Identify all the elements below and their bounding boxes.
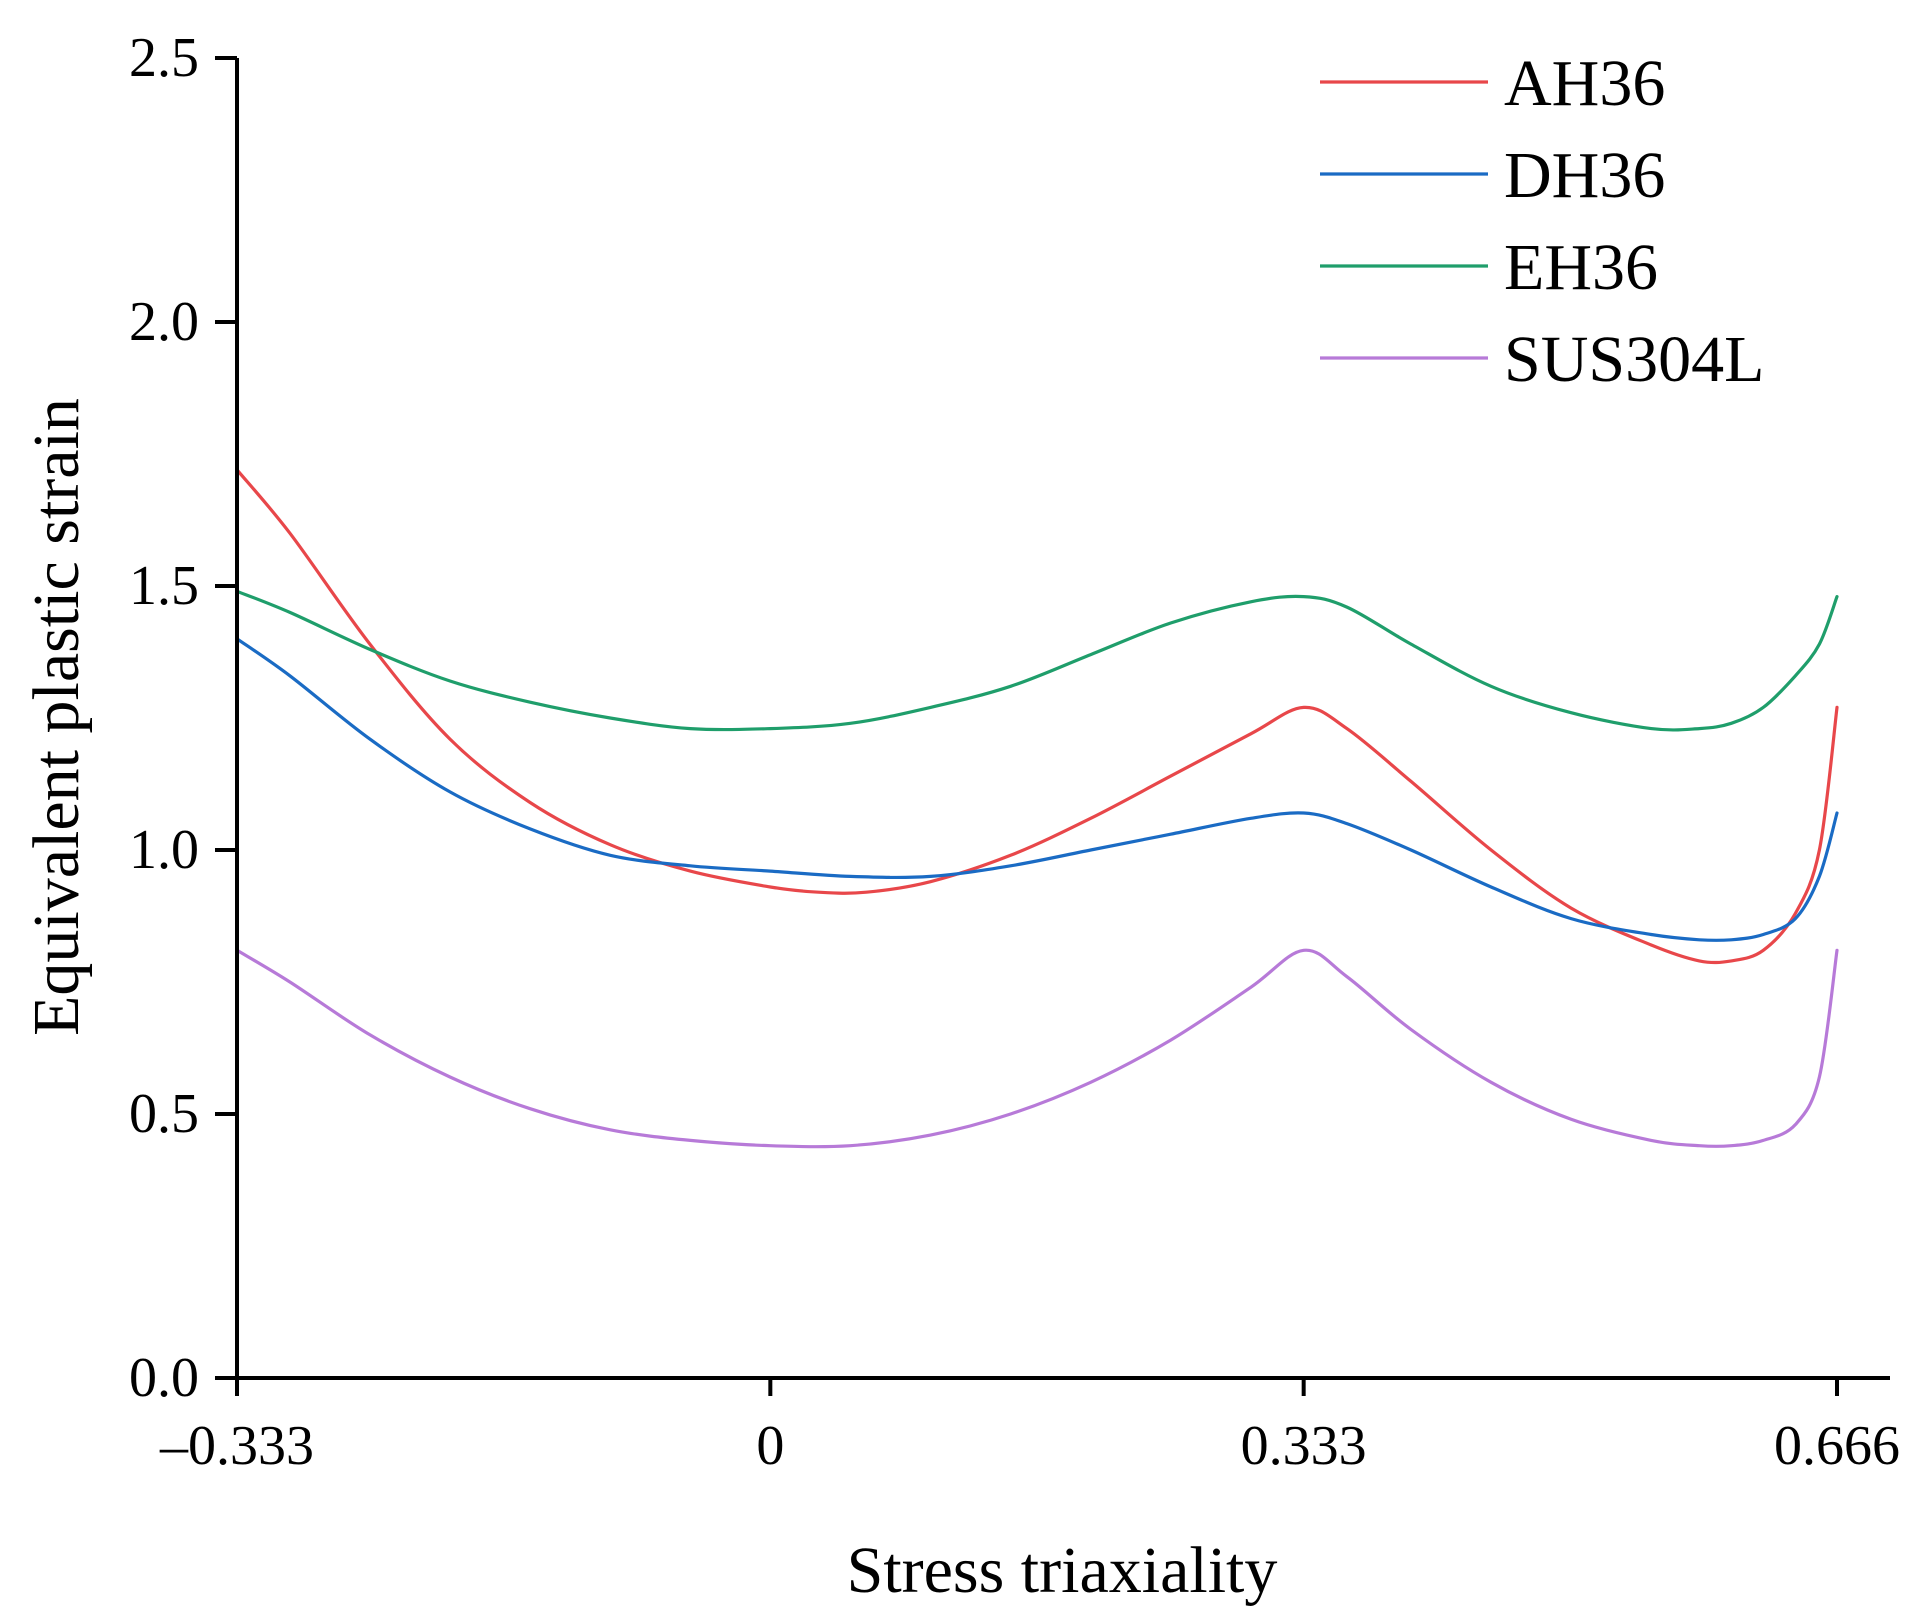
legend-item-dh36: DH36 [1320,139,1665,212]
legend-label-sus304l: SUS304L [1504,323,1764,396]
x-tick-label: 0.666 [1774,1415,1900,1477]
y-tick-label: 0.5 [129,1083,199,1145]
y-tick-label: 1.0 [129,819,199,881]
y-axis-title: Equivalent plastic strain [20,398,93,1036]
y-tick-label: 2.5 [129,27,199,89]
x-axis-title: Stress triaxiality [847,1534,1278,1607]
series-line-sus304l [235,948,1839,1149]
series-line-eh36 [235,589,1839,732]
legend-label-dh36: DH36 [1504,139,1665,212]
legend: AH36 DH36 EH36 SUS304L [1320,47,1764,396]
y-ticks: 0.0 0.5 1.0 1.5 2.0 2.5 [129,27,237,1409]
y-tick-label: 2.0 [129,291,199,353]
y-tick-label: 0.0 [129,1347,199,1409]
x-ticks: –0.333 0 0.333 0.666 [159,1378,1900,1477]
series-line-ah36 [235,468,1839,965]
series-layer [235,468,1839,1149]
legend-label-ah36: AH36 [1504,47,1665,120]
legend-label-eh36: EH36 [1504,231,1658,304]
legend-item-sus304l: SUS304L [1320,323,1764,396]
x-tick-label: 0 [756,1415,784,1477]
x-tick-label: –0.333 [159,1415,314,1477]
plot-area: –0.333 0 0.333 0.666 0.0 0.5 1.0 1.5 2.0 2.5 [129,27,1900,1477]
legend-item-ah36: AH36 [1320,47,1665,120]
series-line-dh36 [235,637,1839,942]
x-tick-label: 0.333 [1241,1415,1367,1477]
y-tick-label: 1.5 [129,555,199,617]
legend-item-eh36: EH36 [1320,231,1658,304]
